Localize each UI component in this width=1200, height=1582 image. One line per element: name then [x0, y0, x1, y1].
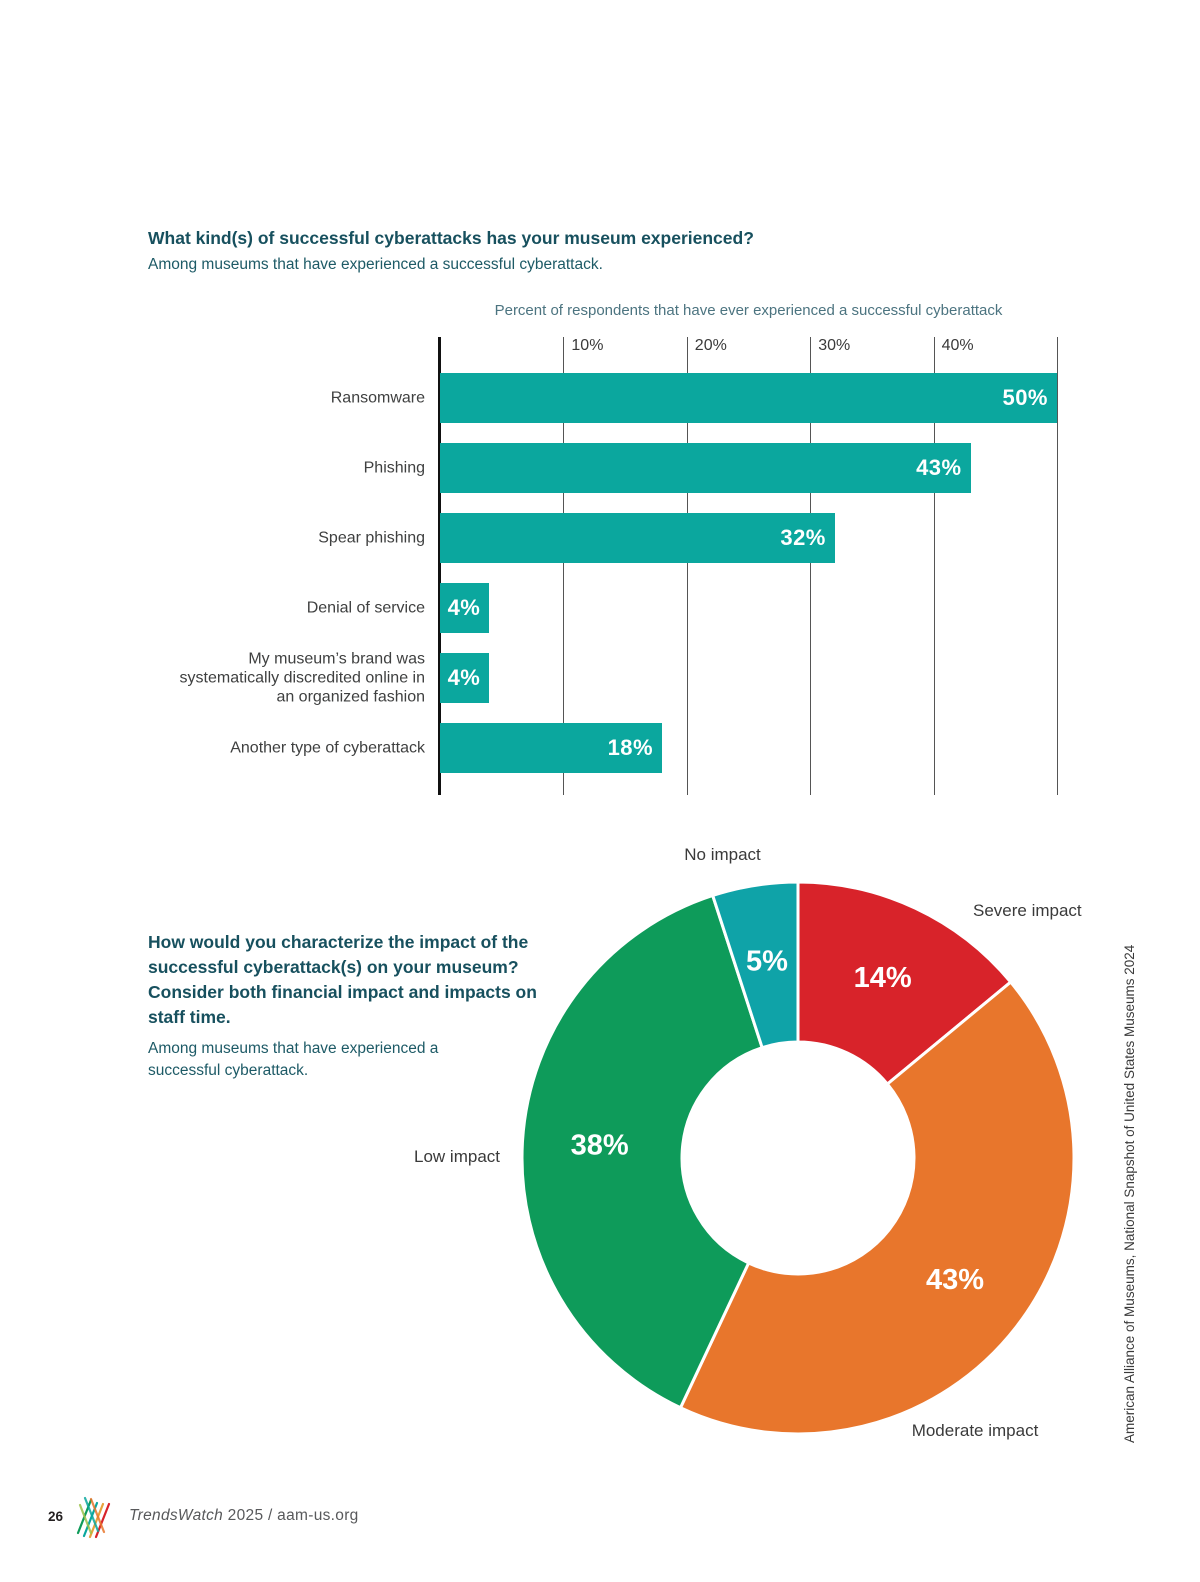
donut-slice-no-impact	[711, 880, 800, 1050]
donut-chart-subtitle: Among museums that have experienced a su…	[148, 1040, 439, 1079]
gridline-40	[933, 337, 935, 795]
bar-value-label: 18%	[607, 735, 654, 760]
donut-label-no-impact: No impact	[684, 845, 761, 864]
donut-label-low-impact: Low impact	[414, 1147, 500, 1166]
bar-chart-subtitle: Among museums that have experienced a su…	[148, 256, 603, 273]
footer-brand-name: TrendsWatch	[129, 1507, 224, 1524]
bar-5: 18%	[440, 723, 663, 773]
bar-category-label-4: My museum’s brand was systematically dis…	[179, 650, 425, 706]
bar-category-label-1: Phishing	[363, 459, 425, 477]
aam-logo-icon	[76, 1496, 111, 1539]
bar-value-label: 4%	[447, 665, 481, 690]
donut-value-label: 38%	[571, 1130, 629, 1162]
gridline-10	[563, 337, 565, 795]
bar-category-label-2: Spear phishing	[318, 529, 425, 547]
donut-label-moderate-impact: Moderate impact	[911, 1421, 1039, 1440]
gridline-20	[686, 337, 688, 795]
donut-value-label: 5%	[746, 946, 788, 978]
donut-label-severe-impact: Severe impact	[973, 901, 1082, 920]
tick-label-10: 10%	[571, 337, 604, 354]
gridline-50	[1057, 337, 1058, 795]
bar-category-label-3: Denial of service	[306, 599, 425, 617]
bar-value-label: 43%	[916, 455, 962, 480]
bar-chart-title: What kind(s) of successful cyberattacks …	[148, 228, 754, 248]
tick-label-20: 20%	[694, 337, 727, 354]
bar-0: 50%	[440, 373, 1057, 423]
donut-value-label: 43%	[926, 1264, 984, 1296]
tick-label-30: 30%	[818, 337, 851, 354]
donut-slice-low-impact	[520, 894, 764, 1410]
bar-category-label-5: Another type of cyberattack	[230, 739, 425, 757]
bar-3: 4%	[440, 583, 490, 633]
donut-slice-severe-impact	[796, 880, 1013, 1086]
page-footer: 26 TrendsWatch 2025 / aam-us.org	[48, 1492, 359, 1540]
bar-chart-plot: 10% 20% 30% 40% 50% 43% 32% 4% 4% 18%	[438, 337, 1058, 795]
footer-brand-rest: 2025 / aam-us.org	[223, 1507, 359, 1524]
donut-chart-title: How would you characterize the impact of…	[148, 932, 537, 1027]
donut-value-label: 14%	[854, 962, 912, 994]
gridline-30	[810, 337, 812, 795]
source-note: American Alliance of Museums, National S…	[1122, 944, 1137, 1443]
bar-category-label-0: Ransomware	[330, 389, 425, 407]
tick-label-40: 40%	[941, 337, 974, 354]
bar-value-label: 50%	[1002, 385, 1048, 410]
bar-category-labels: Ransomware Phishing Spear phishing Denial o…	[148, 337, 425, 795]
bar-chart: Ransomware Phishing Spear phishing Denial o…	[148, 337, 1058, 795]
bar-1: 43%	[440, 443, 971, 493]
bar-value-label: 4%	[447, 595, 481, 620]
bar-chart-axis-line	[438, 337, 441, 795]
donut-slice-moderate-impact	[678, 980, 1076, 1436]
footer-brand: TrendsWatch 2025 / aam-us.org	[129, 1507, 359, 1525]
bar-4: 4%	[440, 653, 490, 703]
donut-chart: 14% 43% 38% 5%	[520, 880, 1076, 1436]
bar-chart-axis-title: Percent of respondents that have ever ex…	[494, 302, 1003, 319]
page-number: 26	[48, 1508, 64, 1524]
bar-value-label: 32%	[780, 525, 826, 550]
bar-2: 32%	[440, 513, 835, 563]
